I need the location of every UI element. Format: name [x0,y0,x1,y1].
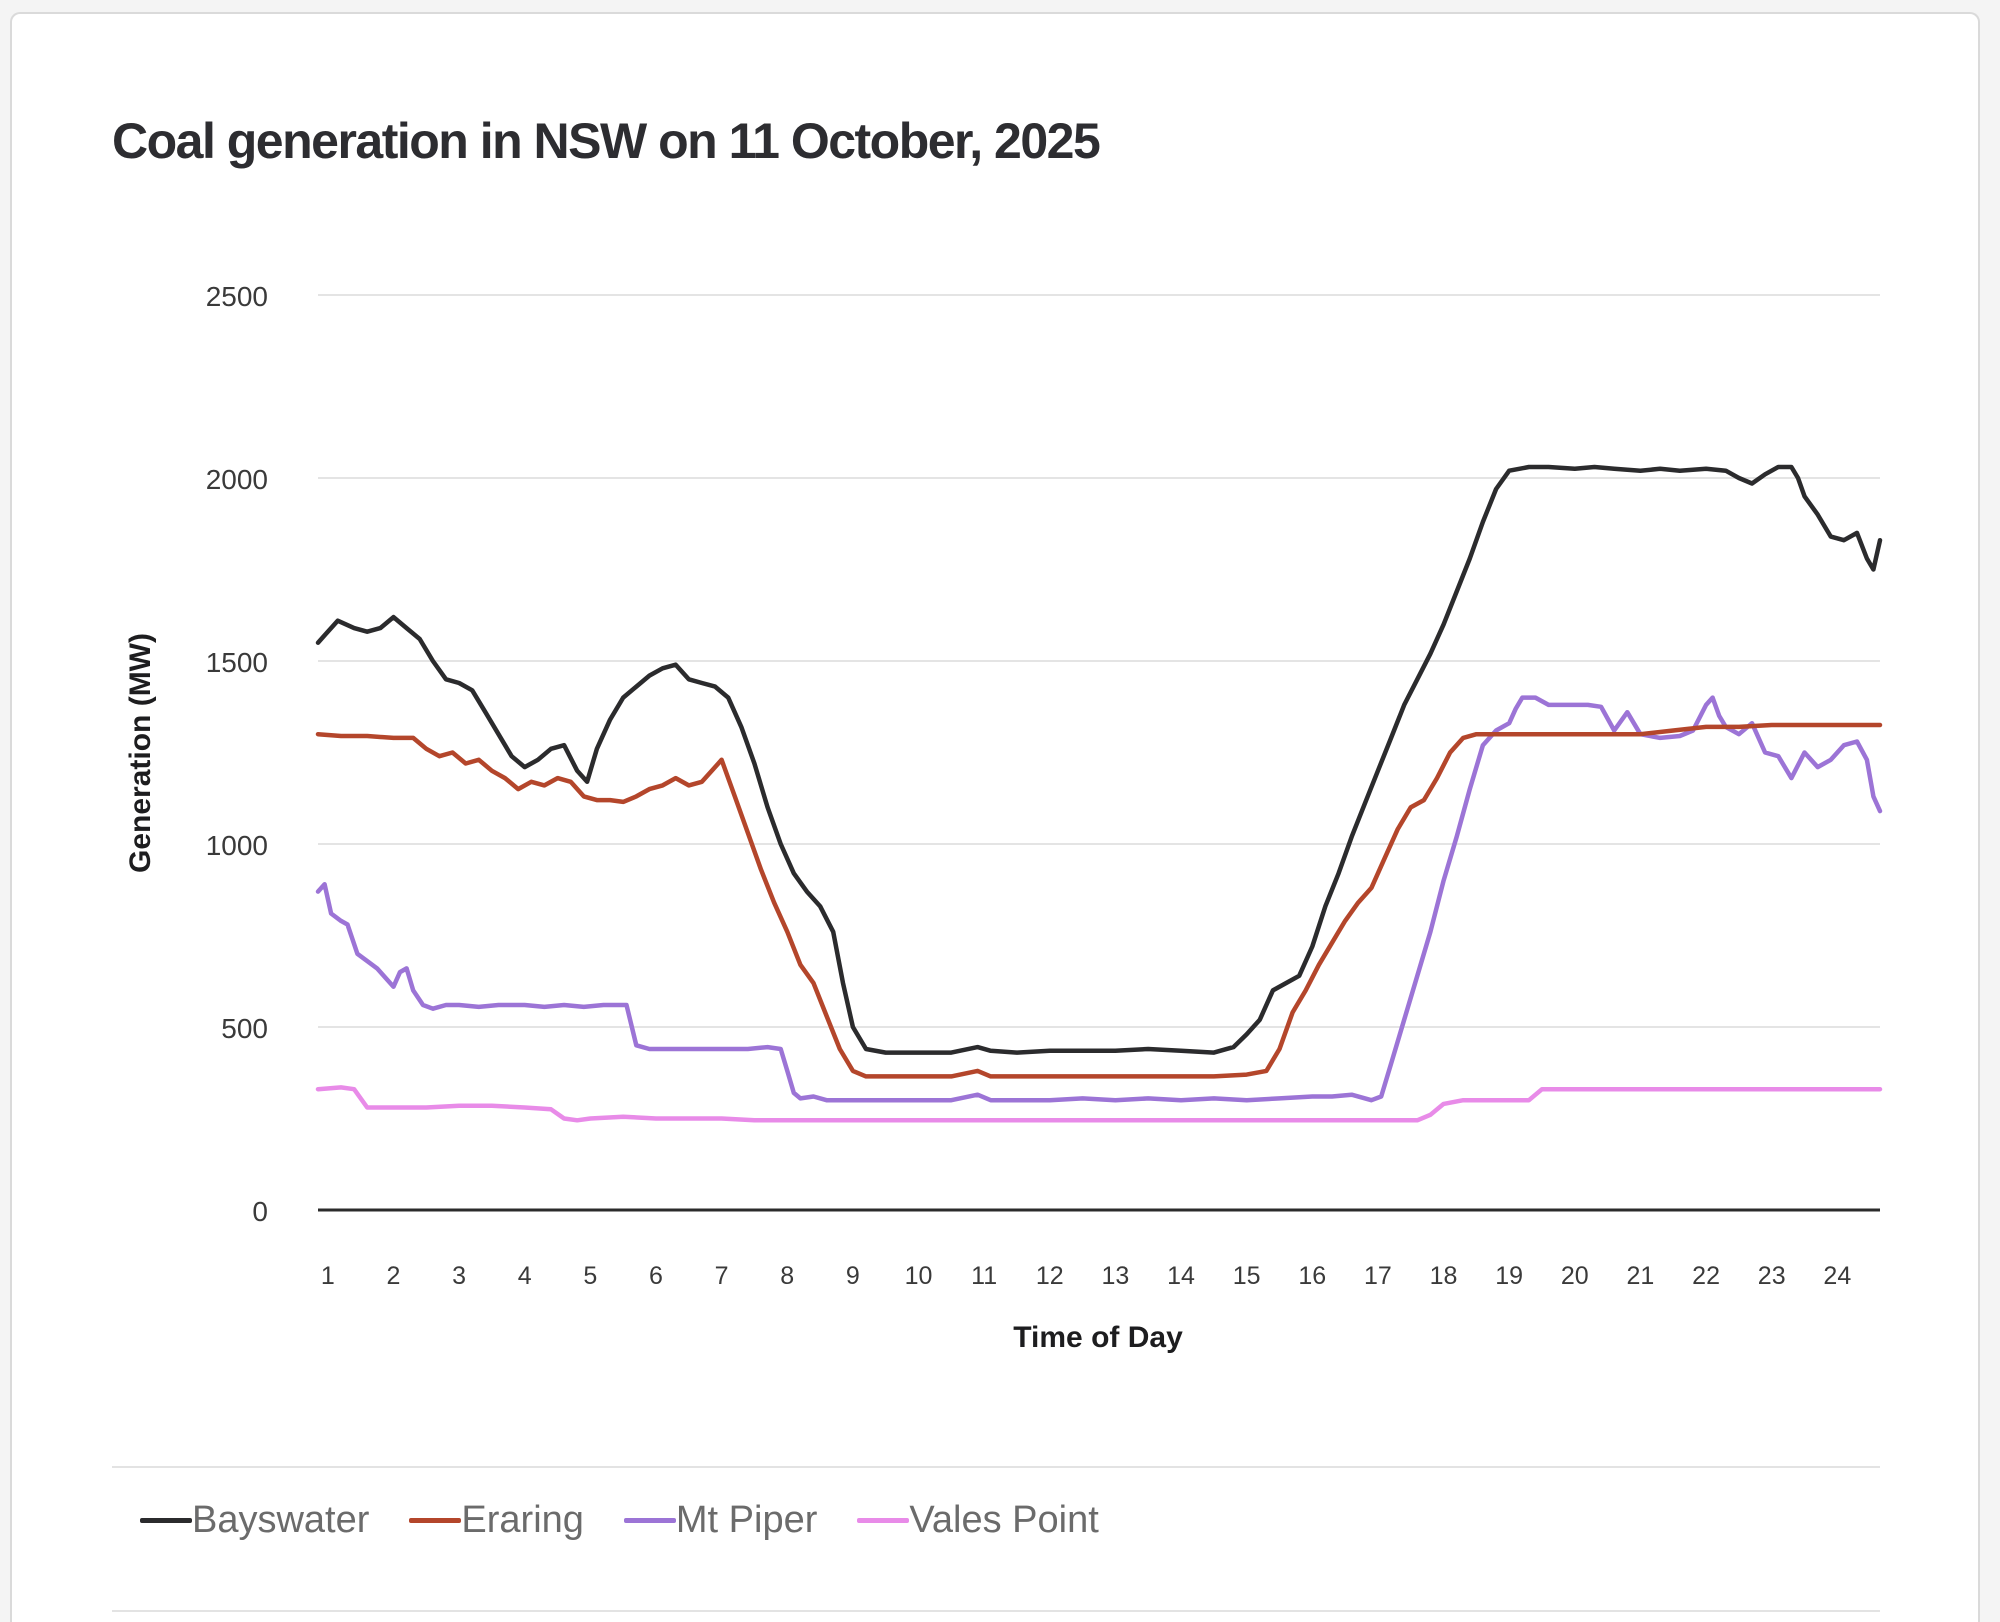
x-tick-label: 14 [1167,1262,1195,1290]
x-tick-label: 1 [321,1262,335,1290]
series-line-vales-point[interactable] [315,1085,1883,1123]
legend-swatch [140,1517,192,1523]
y-tick-label: 0 [252,1196,268,1227]
legend-label: Mt Piper [675,1498,818,1541]
x-tick-label: 5 [583,1262,597,1290]
x-tick-label: 20 [1561,1262,1589,1290]
legend-item-eraring[interactable]: Eraring [409,1499,584,1542]
x-tick-label: 11 [971,1262,997,1290]
legend: Bayswater Eraring Mt Piper Vales Point [140,1490,1139,1550]
x-tick-label: 22 [1692,1262,1720,1290]
series-line-bayswater[interactable] [315,464,1883,1055]
y-tick-label: 1000 [206,830,268,861]
x-tick-label: 3 [452,1262,466,1290]
legend-swatch [857,1517,910,1523]
x-tick-label: 2 [387,1262,401,1290]
x-tick-label: 10 [905,1262,933,1290]
series-lines [315,464,1883,1123]
gridlines [318,294,1880,1212]
x-tick-label: 8 [780,1262,794,1290]
y-tick-label: 500 [221,1013,268,1044]
legend-item-bayswater[interactable]: Bayswater [140,1499,369,1542]
y-tick-label: 2000 [206,464,268,495]
legend-swatch [623,1517,676,1523]
y-axis: 0 500 1000 1500 2000 2500 [206,281,268,1227]
series-line-eraring[interactable] [315,722,1883,1079]
x-tick-label: 17 [1364,1262,1392,1290]
x-tick-label: 13 [1102,1262,1130,1290]
legend-label: Bayswater [192,1498,370,1541]
x-tick-label: 15 [1233,1262,1261,1290]
legend-label: Eraring [461,1498,584,1541]
x-tick-label: 12 [1036,1262,1064,1290]
chart-card [10,12,1980,1622]
x-axis-label: Time of Day [1013,1321,1183,1354]
y-tick-label: 2500 [206,281,268,312]
x-tick-label: 16 [1298,1262,1326,1290]
series-line-mt-piper[interactable] [315,695,1883,1103]
legend-item-vales-point[interactable]: Vales Point [857,1498,1099,1542]
x-tick-label: 9 [846,1262,860,1290]
x-tick-label: 7 [715,1262,729,1290]
legend-label: Vales Point [909,1498,1099,1541]
x-tick-label: 6 [649,1262,663,1290]
chart-title: Coal generation in NSW on 11 October, 20… [112,113,1101,169]
legend-bottom-divider [112,1610,1880,1612]
x-tick-label: 24 [1823,1262,1851,1290]
x-tick-label: 21 [1627,1262,1655,1290]
legend-swatch [409,1517,462,1523]
x-tick-label: 4 [518,1262,532,1290]
x-tick-label: 19 [1495,1262,1523,1290]
x-tick-label: 18 [1430,1262,1458,1290]
legend-item-mt-piper[interactable]: Mt Piper [623,1498,818,1542]
legend-top-divider [112,1466,1880,1468]
y-axis-label: Generation (MW) [124,633,157,873]
x-axis: 1 2 3 4 5 6 7 8 9 10 11 12 13 14 15 16 17 18 19 20 21 22 23 24 [321,1262,1851,1290]
x-tick-label: 23 [1758,1262,1786,1290]
y-tick-label: 1500 [206,647,268,678]
